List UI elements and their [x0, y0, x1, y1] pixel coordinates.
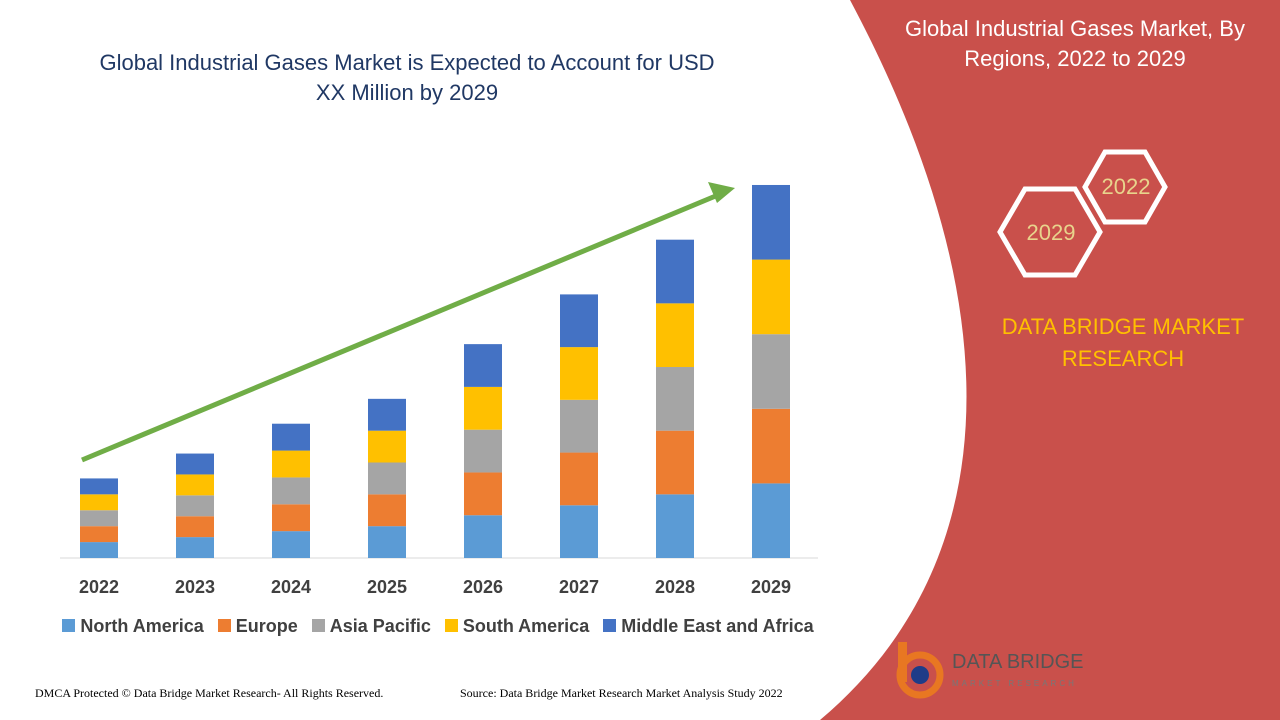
bar-segment	[656, 494, 694, 558]
copyright: DMCA Protected © Data Bridge Market Rese…	[35, 686, 384, 700]
bar-segment	[752, 483, 790, 558]
bar-segment	[560, 399, 598, 453]
legend-label: Middle East and Africa	[621, 616, 814, 636]
bar-segment	[560, 294, 598, 348]
bar-segment	[272, 423, 310, 451]
legend-label: South America	[462, 616, 590, 636]
legend-swatch	[217, 619, 231, 632]
bar-segment	[752, 259, 790, 335]
legend-label: Asia Pacific	[329, 616, 431, 636]
bar-segment	[272, 531, 310, 558]
hex-label: 2022	[1102, 174, 1151, 199]
bar-segment	[560, 505, 598, 558]
bar-segment	[464, 472, 502, 516]
bar-segment	[656, 239, 694, 304]
logo-tagline: MARKET RESEARCH	[952, 679, 1077, 688]
bar-segment	[656, 430, 694, 495]
x-tick-label: 2025	[367, 577, 407, 597]
bar-segment	[272, 504, 310, 532]
legend: North America Europe Asia Pacific South Ame…	[0, 616, 876, 637]
arrow-head	[708, 182, 735, 203]
bar-segment	[80, 478, 118, 495]
bar-segment	[176, 516, 214, 538]
bar-segment	[176, 537, 214, 558]
x-tick-label: 2023	[175, 577, 215, 597]
bar-segment	[656, 367, 694, 431]
x-tick-label: 2029	[751, 577, 791, 597]
bar-segment	[176, 474, 214, 496]
bar-segment	[80, 542, 118, 558]
bar-segment	[464, 386, 502, 430]
bar-segment	[272, 450, 310, 478]
legend-item: Middle East and Africa	[603, 616, 814, 637]
x-tick-label: 2027	[559, 577, 599, 597]
legend-swatch	[603, 619, 617, 632]
legend-swatch	[444, 619, 458, 632]
legend-item: Asia Pacific	[311, 616, 431, 637]
source: Source: Data Bridge Market Research Mark…	[460, 686, 783, 700]
bar-segment	[560, 452, 598, 506]
x-tick-label: 2028	[655, 577, 695, 597]
side-panel	[820, 0, 1280, 720]
legend-item: Europe	[217, 616, 298, 637]
logo-name: DATA BRIDGE	[952, 651, 1084, 673]
legend-swatch	[311, 619, 325, 632]
bar-segment	[656, 303, 694, 368]
x-tick-label: 2022	[79, 577, 119, 597]
bar-segment	[272, 477, 310, 505]
logo-mark	[911, 666, 929, 684]
bar-segment	[368, 462, 406, 495]
bar-segment	[368, 526, 406, 558]
bar-segment	[464, 344, 502, 387]
bar-segment	[752, 184, 790, 260]
x-tick-label: 2026	[463, 577, 503, 597]
bar-segment	[80, 526, 118, 543]
legend-label: North America	[80, 616, 204, 636]
bar-segment	[464, 429, 502, 473]
bar-segment	[752, 408, 790, 484]
bar-segment	[176, 495, 214, 517]
panel-title: Global Industrial Gases Market, By Regio…	[905, 16, 1245, 71]
bar-segment	[752, 334, 790, 409]
legend-label: Europe	[235, 616, 298, 636]
legend-item: North America	[62, 616, 204, 637]
logo: DATA BRIDGE MARKET RESEARCH	[896, 642, 1084, 699]
chart-title: Global Industrial Gases Market is Expect…	[99, 50, 715, 105]
plot: 2022 2023 2024 2025 2026 2027 2028 2029	[79, 184, 791, 597]
bar-segment	[464, 515, 502, 558]
bar-segment	[560, 347, 598, 400]
x-tick-label: 2024	[271, 577, 311, 597]
brand: DATA BRIDGE MARKET RESEARCH	[1001, 314, 1245, 371]
bar-segment	[80, 510, 118, 527]
hex-label: 2029	[1027, 220, 1076, 245]
bar-segment	[368, 398, 406, 431]
hexagon	[997, 186, 1103, 278]
logo-mark	[896, 651, 944, 699]
legend-item: South America	[444, 616, 590, 637]
bar-segment	[176, 453, 214, 475]
hexagon	[1082, 149, 1168, 225]
bar-segment	[368, 494, 406, 527]
bar-segment	[368, 430, 406, 463]
trend-arrow	[81, 192, 719, 463]
bar-segment	[80, 494, 118, 511]
legend-swatch	[62, 619, 76, 632]
